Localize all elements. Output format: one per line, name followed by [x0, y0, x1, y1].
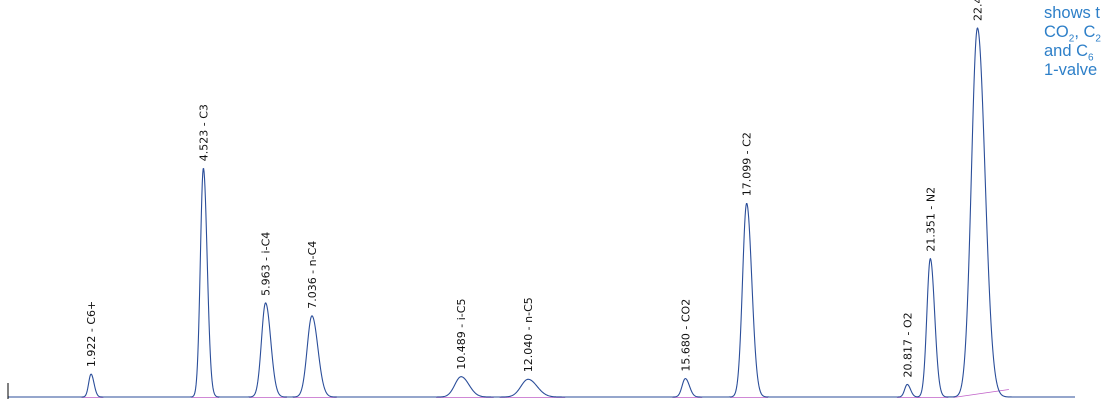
peak-label: 15.680 - CO2 — [679, 299, 692, 372]
trace-layer — [8, 27, 1075, 398]
peak-label: 7.036 - n-C4 — [306, 241, 319, 309]
peak-label: 21.351 - N2 — [924, 187, 937, 252]
peak-label: 5.963 - i-C4 — [260, 232, 273, 296]
peak-label: 1.922 - C6+ — [85, 301, 98, 367]
baseline-layer — [81, 389, 1009, 398]
peak-label-layer: 1.922 - C6+ 4.523 - C3 5.963 - i-C4 7.036 -… — [85, 0, 985, 378]
peak-label: 17.099 - C2 — [741, 132, 754, 196]
caption-line-2: CO2, C2 — [1044, 23, 1101, 45]
peak-label: 22.442 - C1 — [972, 0, 985, 21]
peak-label: 20.817 - O2 — [901, 312, 914, 377]
caption-line-3: and C6 — [1044, 42, 1094, 64]
peak-label: 4.523 - C3 — [197, 104, 210, 161]
peak-label: 10.489 - i-C5 — [455, 299, 468, 370]
side-caption: shows t CO2, C2 and C6 1-valve — [1044, 4, 1109, 80]
caption-line-4: 1-valve — [1044, 61, 1098, 79]
peak-label: 12.040 - n-C5 — [522, 297, 535, 372]
caption-line-1: shows t — [1044, 4, 1100, 22]
chromatogram-trace — [8, 27, 1075, 398]
